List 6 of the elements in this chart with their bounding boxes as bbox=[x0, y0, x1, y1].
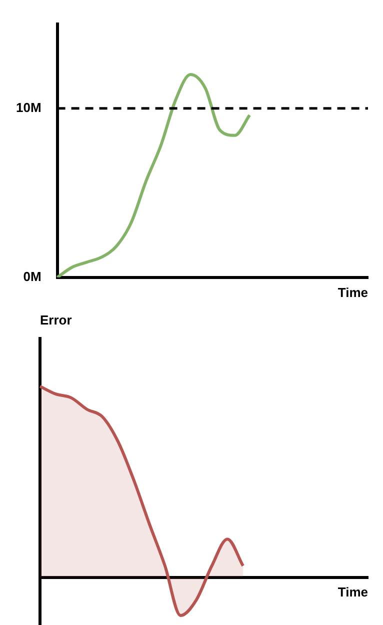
x-axis-title: Time bbox=[338, 284, 368, 300]
x-axis-title: Time bbox=[338, 584, 368, 600]
line-series bbox=[56, 73, 252, 278]
y-tick-label: 10M bbox=[16, 100, 42, 115]
y-tick-label: 0M bbox=[23, 268, 42, 284]
y-axis-title: Error bbox=[40, 312, 72, 328]
